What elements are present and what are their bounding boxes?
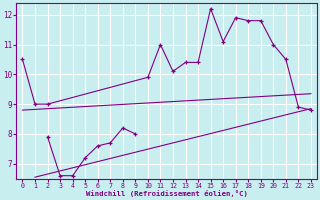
X-axis label: Windchill (Refroidissement éolien,°C): Windchill (Refroidissement éolien,°C) <box>86 190 248 197</box>
